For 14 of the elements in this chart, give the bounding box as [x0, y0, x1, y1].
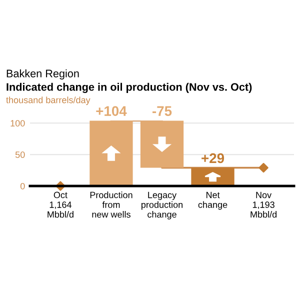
x-tick-label: Production from new wells — [90, 192, 132, 218]
y-tick-label: 50 — [15, 152, 25, 158]
x-tick-label: Oct 1,164 Mbbl/d — [48, 192, 74, 218]
x-tick-label: Legacy production change — [142, 192, 182, 220]
data-label: -75 — [152, 106, 172, 116]
y-tick-label: 100 — [10, 120, 25, 126]
y-tick-label: 0 — [20, 182, 25, 190]
data-label: +104 — [96, 106, 127, 116]
chart-subtitle: Bakken Region — [6, 69, 79, 80]
x-tick-label: Net change — [198, 192, 228, 210]
x-tick-label: Nov 1,193 Mbbl/d — [250, 192, 277, 218]
y-axis-title: thousand barrels/day — [6, 96, 90, 105]
data-label: +29 — [202, 153, 224, 164]
chart-title: Indicated change in oil production (Nov vs. Oct) — [6, 82, 252, 93]
